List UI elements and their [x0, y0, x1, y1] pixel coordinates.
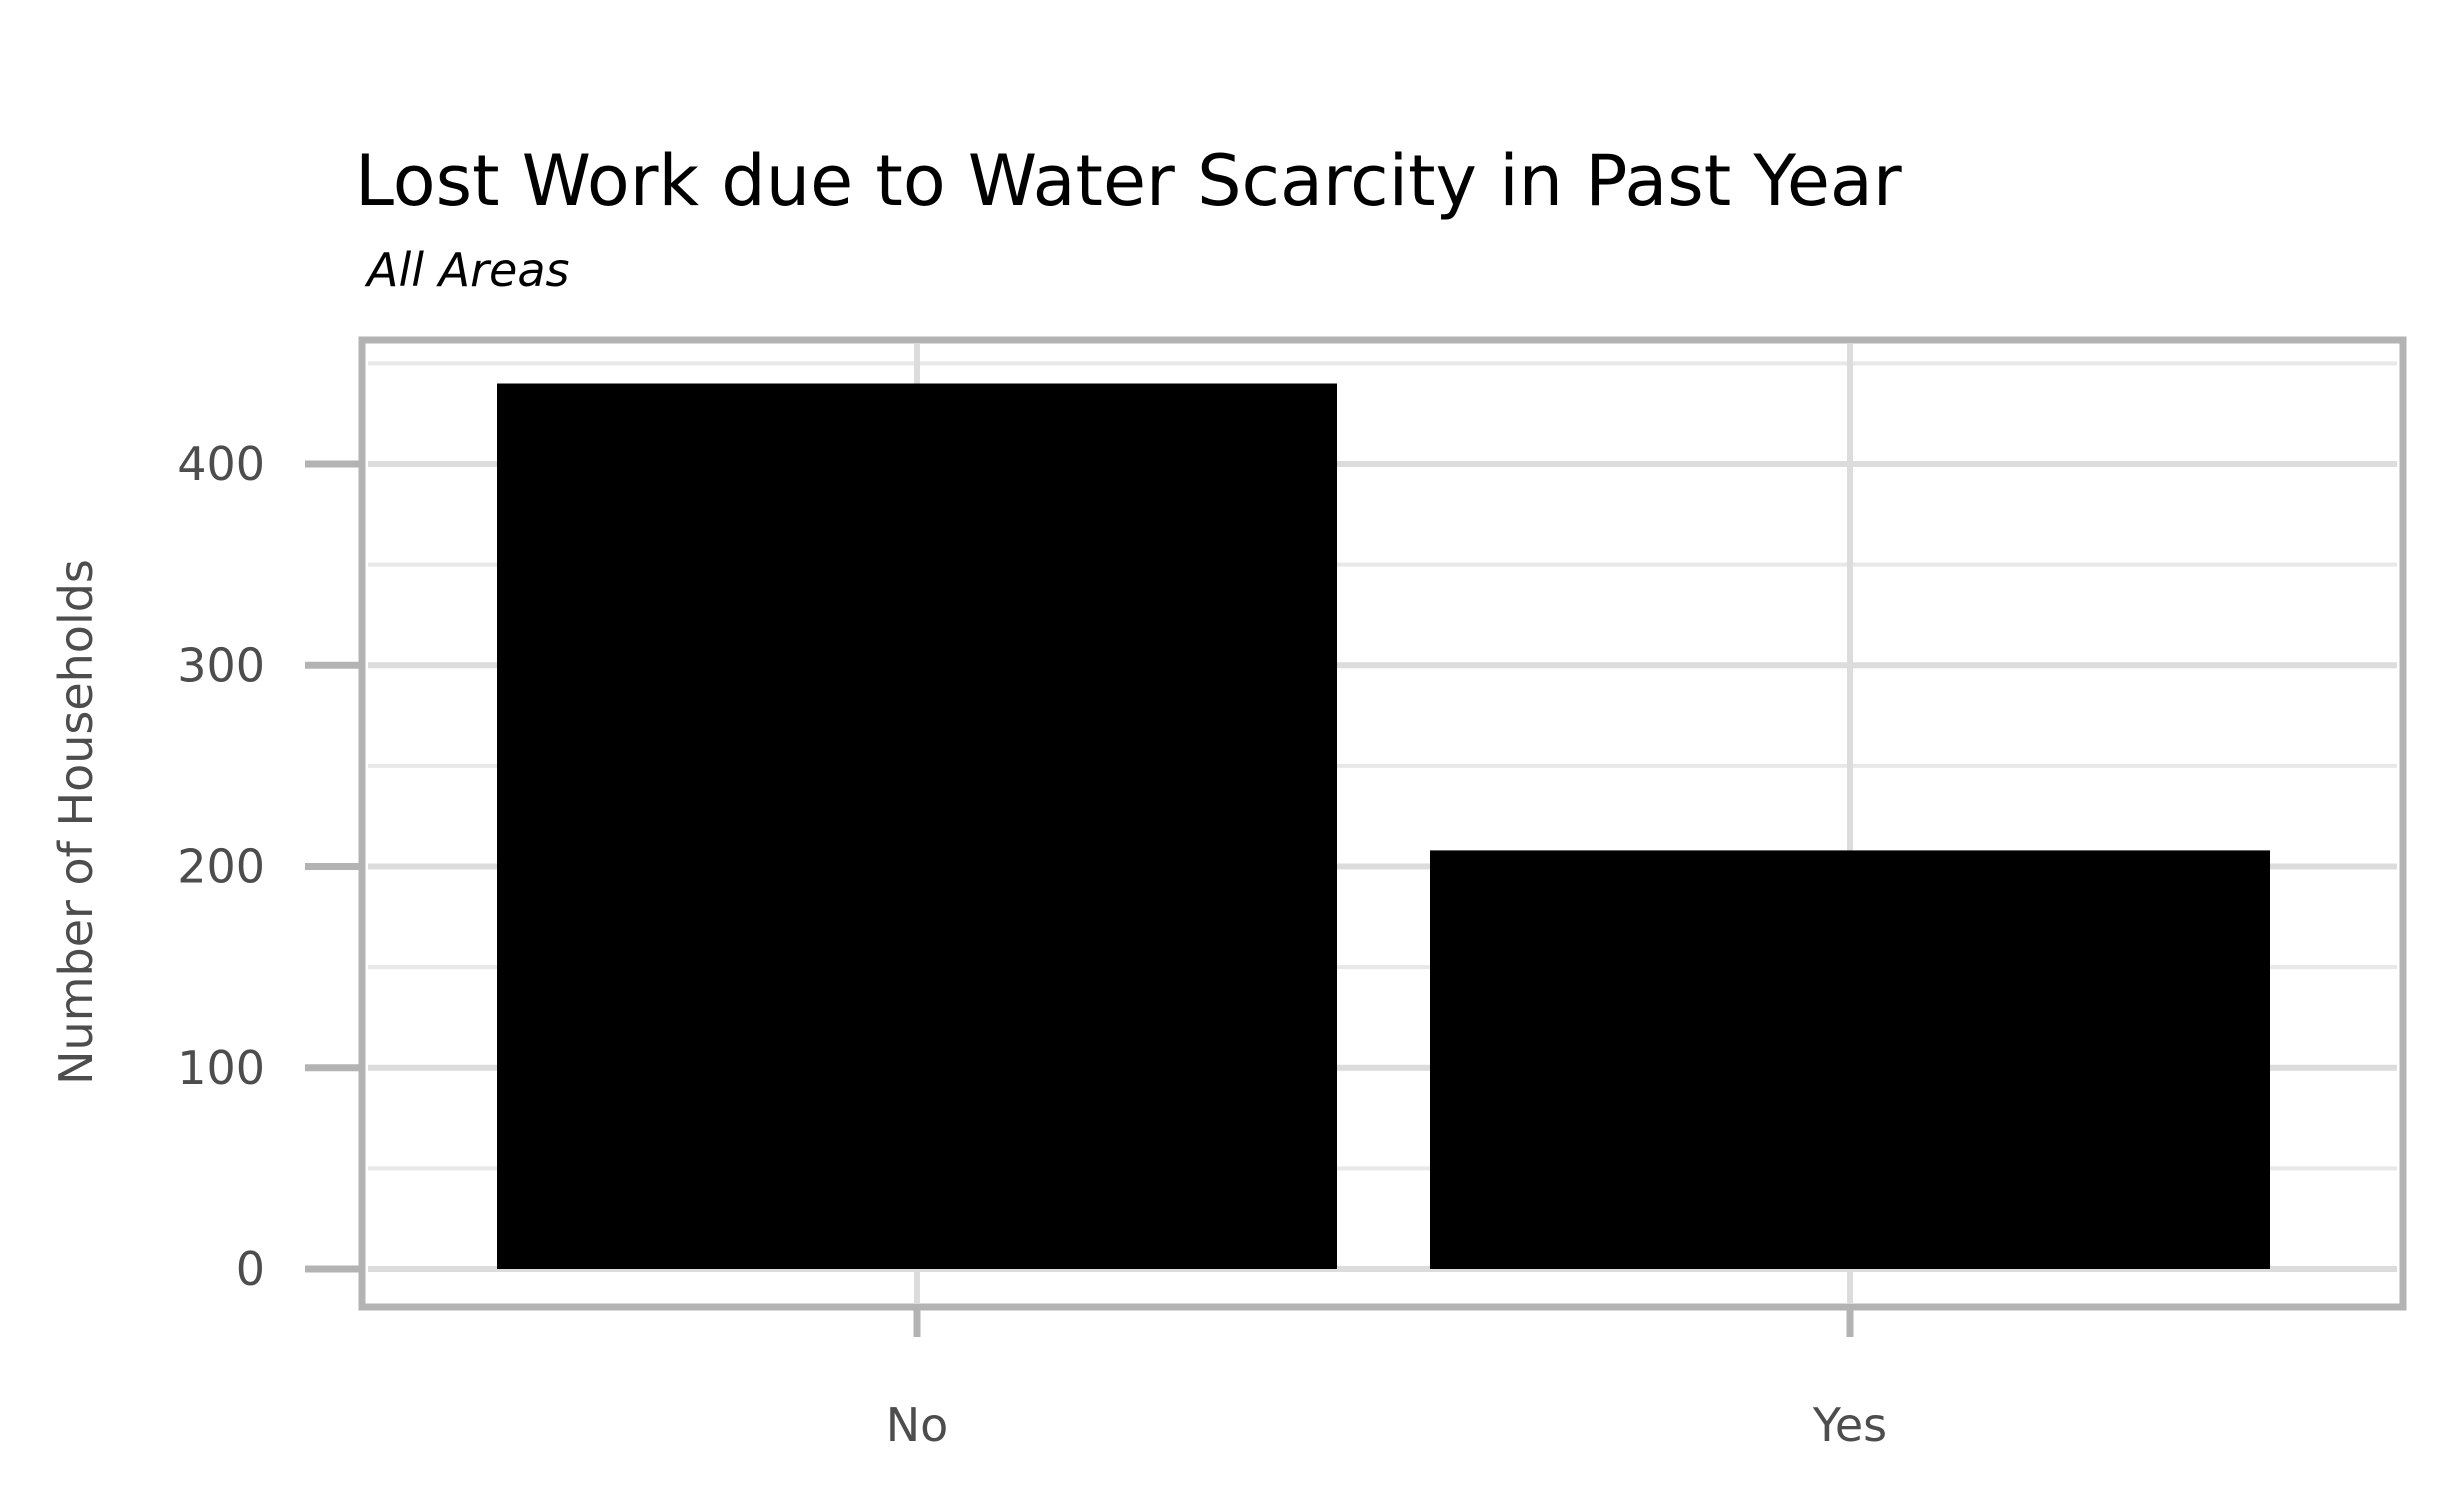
x-tick-label: No	[886, 1398, 949, 1452]
y-tick-label: 400	[177, 437, 265, 491]
bar-yes	[1430, 850, 2270, 1269]
y-tick-label: 200	[177, 840, 265, 894]
panel-border	[358, 336, 2407, 1311]
y-tick-label: 0	[236, 1242, 265, 1296]
y-axis-title: Number of Households	[49, 559, 103, 1085]
x-tick-label: Yes	[1812, 1398, 1887, 1452]
x-axis: No Yes	[886, 1307, 1887, 1452]
chart-title: Lost Work due to Water Scarcity in Past …	[355, 140, 1902, 222]
chart-subtitle: All Areas	[364, 243, 570, 297]
y-tick-label: 100	[177, 1041, 265, 1095]
bars	[497, 383, 2270, 1269]
bar-no	[497, 383, 1337, 1269]
y-axis: 0 100 200 300 400	[177, 437, 362, 1296]
y-tick-label: 300	[177, 638, 265, 692]
